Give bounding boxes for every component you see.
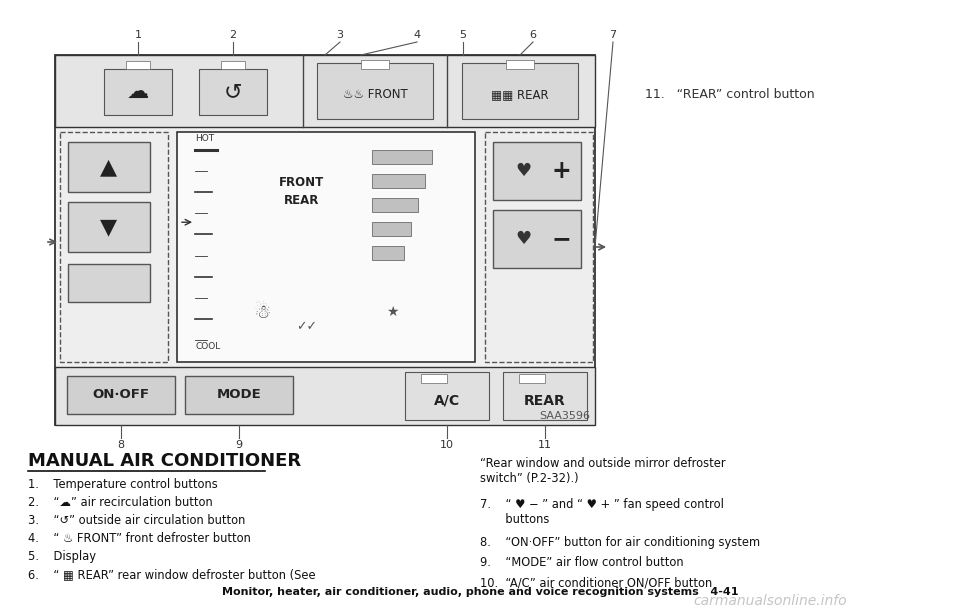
Bar [372,174,425,188]
Text: 6.    “ ▦ REAR” rear window defroster button (See: 6. “ ▦ REAR” rear window defroster butto… [28,568,316,581]
Text: carmanualsonline.info: carmanualsonline.info [693,594,847,608]
Text: “Rear window and outside mirror defroster
switch” (P.2-32).): “Rear window and outside mirror defroste… [480,457,726,485]
Text: ♥: ♥ [515,162,531,180]
Text: ↺: ↺ [224,82,242,102]
Text: MODE: MODE [217,389,261,401]
Text: −: − [551,227,571,251]
Bar [185,376,293,414]
Text: 3: 3 [337,30,344,40]
Text: 5: 5 [460,30,467,40]
Bar [462,63,578,119]
Text: ♨♨ FRONT: ♨♨ FRONT [343,89,407,101]
Text: 4.    “ ♨ FRONT” front defroster button: 4. “ ♨ FRONT” front defroster button [28,532,251,545]
Text: 11.   “REAR” control button: 11. “REAR” control button [645,89,815,101]
Bar [506,60,534,69]
Text: ☁: ☁ [127,82,149,102]
Text: ★: ★ [386,305,398,319]
Bar [372,222,411,236]
Bar [493,210,581,268]
Text: 10.  “A/C” air conditioner ON/OFF button: 10. “A/C” air conditioner ON/OFF button [480,576,712,589]
Text: 9: 9 [235,440,243,450]
Text: 8: 8 [117,440,125,450]
Bar [68,264,150,302]
Text: REAR: REAR [524,394,565,408]
Text: 11: 11 [538,440,552,450]
Bar [68,202,150,252]
Text: ▼: ▼ [101,217,117,237]
Text: 4: 4 [414,30,420,40]
Text: 1: 1 [134,30,141,40]
Bar [199,69,267,115]
Bar [60,132,168,362]
Bar [67,376,175,414]
Text: COOL: COOL [195,342,220,351]
Bar [221,61,245,69]
Bar [372,150,432,164]
Text: 6: 6 [530,30,537,40]
Bar [519,374,545,383]
Text: A/C: A/C [434,394,460,408]
Text: ♥: ♥ [515,230,531,248]
Text: 7.    “ ♥ − ” and “ ♥ + ” fan speed control
       buttons: 7. “ ♥ − ” and “ ♥ + ” fan speed control… [480,498,724,526]
Bar [68,142,150,192]
Text: 2: 2 [229,30,236,40]
Bar [317,63,433,119]
Bar [421,374,447,383]
Text: 2.    “☁” air recirculation button: 2. “☁” air recirculation button [28,496,213,509]
Text: ON·OFF: ON·OFF [92,389,150,401]
Text: SAA3596: SAA3596 [539,411,590,421]
Bar [503,372,587,420]
Text: REAR: REAR [284,194,320,207]
Bar [485,132,593,362]
Bar [405,372,489,420]
Text: +: + [551,159,571,183]
Bar [493,142,581,200]
Text: ✓✓: ✓✓ [297,321,318,334]
Text: ▲: ▲ [101,157,117,177]
Bar [177,132,475,362]
Bar [372,198,418,212]
Text: 7: 7 [610,30,616,40]
Bar [55,55,595,425]
Bar [55,367,595,425]
Bar [126,61,150,69]
Text: 9.    “MODE” air flow control button: 9. “MODE” air flow control button [480,556,684,569]
Text: FRONT: FRONT [279,175,324,189]
Text: 8.    “ON·OFF” button for air conditioning system: 8. “ON·OFF” button for air conditioning … [480,536,760,549]
Text: ▦▦ REAR: ▦▦ REAR [492,89,549,101]
Text: 3.    “↺” outside air circulation button: 3. “↺” outside air circulation button [28,514,246,527]
Text: 1.    Temperature control buttons: 1. Temperature control buttons [28,478,218,491]
Text: MANUAL AIR CONDITIONER: MANUAL AIR CONDITIONER [28,452,301,470]
Bar [104,69,172,115]
Text: 5.    Display: 5. Display [28,550,96,563]
Bar [372,246,404,260]
Text: ☃: ☃ [253,302,271,321]
Text: HOT: HOT [195,134,214,143]
Text: 10: 10 [440,440,454,450]
Bar [361,60,389,69]
Bar [55,55,595,127]
Text: Monitor, heater, air conditioner, audio, phone and voice recognition systems   4: Monitor, heater, air conditioner, audio,… [222,587,738,597]
